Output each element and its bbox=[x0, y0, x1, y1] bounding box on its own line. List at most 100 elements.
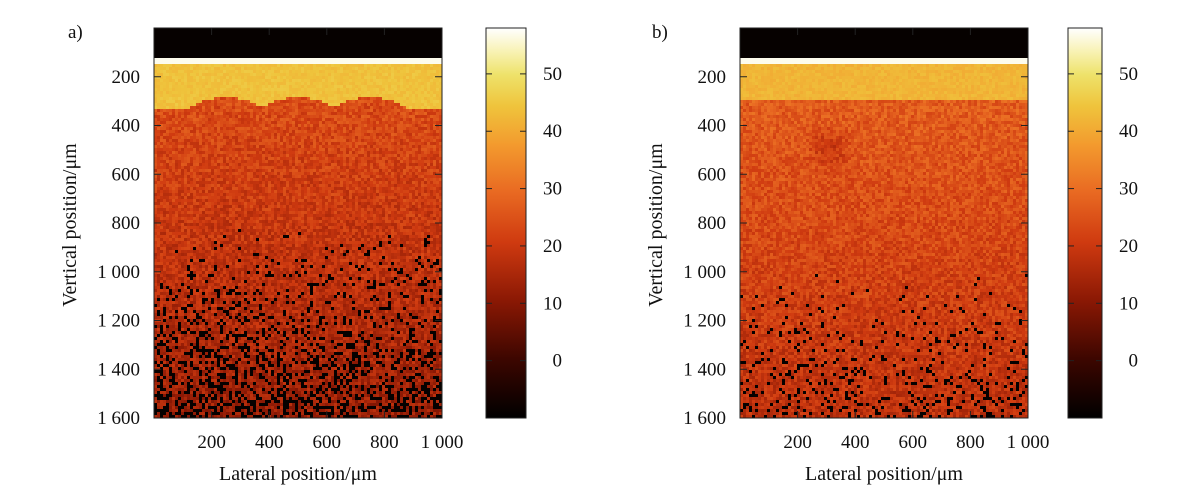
heatmap-cell bbox=[235, 49, 239, 53]
heatmap-cell bbox=[382, 124, 386, 128]
heatmap-cell bbox=[388, 52, 392, 56]
heatmap-cell bbox=[376, 55, 380, 59]
heatmap-cell bbox=[202, 28, 206, 32]
heatmap-cell bbox=[160, 151, 164, 155]
heatmap-cell bbox=[304, 154, 308, 158]
heatmap-cell bbox=[166, 76, 170, 80]
heatmap-cell bbox=[406, 103, 410, 107]
heatmap-cell bbox=[415, 124, 419, 128]
heatmap-cell bbox=[430, 61, 434, 65]
heatmap-cell bbox=[343, 124, 347, 128]
heatmap-cell bbox=[421, 169, 425, 173]
heatmap-cell bbox=[418, 73, 422, 77]
heatmap-cell bbox=[433, 49, 437, 53]
heatmap-cell bbox=[301, 34, 305, 38]
heatmap-cell bbox=[436, 139, 440, 143]
heatmap-cell bbox=[247, 70, 251, 74]
heatmap-cell bbox=[403, 145, 407, 149]
heatmap-cell bbox=[244, 88, 248, 92]
heatmap-cell bbox=[154, 127, 158, 131]
heatmap-cell bbox=[406, 46, 410, 50]
heatmap-cell bbox=[295, 28, 299, 32]
heatmap-cell bbox=[265, 28, 269, 32]
heatmap-cell bbox=[238, 124, 242, 128]
heatmap-cell bbox=[394, 148, 398, 152]
heatmap-cell bbox=[436, 142, 440, 146]
heatmap-cell bbox=[229, 133, 233, 137]
heatmap-cell bbox=[343, 82, 347, 86]
heatmap-cell bbox=[247, 94, 251, 98]
heatmap-cell bbox=[181, 133, 185, 137]
heatmap-cell bbox=[379, 121, 383, 125]
heatmap-cell bbox=[340, 121, 344, 125]
heatmap-cell bbox=[181, 61, 185, 65]
heatmap-cell bbox=[334, 28, 338, 32]
heatmap-cell bbox=[235, 28, 239, 32]
heatmap-cell bbox=[337, 61, 341, 65]
heatmap-cell bbox=[157, 85, 161, 89]
heatmap-cell bbox=[394, 64, 398, 68]
heatmap-cell bbox=[271, 142, 275, 146]
heatmap-cell bbox=[406, 67, 410, 71]
heatmap-cell bbox=[337, 97, 341, 101]
heatmap-cell bbox=[370, 28, 374, 32]
heatmap-cell bbox=[175, 55, 179, 59]
heatmap-cell bbox=[373, 49, 377, 53]
heatmap-cell bbox=[355, 109, 359, 113]
heatmap-cell bbox=[328, 163, 332, 167]
heatmap-cell bbox=[250, 109, 254, 113]
heatmap-cell bbox=[175, 166, 179, 170]
heatmap-cell bbox=[412, 82, 416, 86]
heatmap-cell bbox=[382, 73, 386, 77]
heatmap-cell bbox=[304, 46, 308, 50]
heatmap-cell bbox=[403, 115, 407, 119]
heatmap-cell bbox=[217, 154, 221, 158]
heatmap-cell bbox=[238, 139, 242, 143]
heatmap-cell bbox=[427, 88, 431, 92]
heatmap-cell bbox=[397, 115, 401, 119]
heatmap-cell bbox=[196, 64, 200, 68]
heatmap-cell bbox=[346, 130, 350, 134]
heatmap-cell bbox=[181, 28, 185, 32]
heatmap-cell bbox=[295, 64, 299, 68]
heatmap-cell bbox=[229, 169, 233, 173]
heatmap-cell bbox=[391, 79, 395, 83]
heatmap-cell bbox=[244, 115, 248, 119]
heatmap-cell bbox=[292, 136, 296, 140]
heatmap-cell bbox=[412, 85, 416, 89]
heatmap-cell bbox=[172, 166, 176, 170]
heatmap-cell bbox=[196, 136, 200, 140]
heatmap-cell bbox=[403, 70, 407, 74]
heatmap-cell bbox=[253, 148, 257, 152]
heatmap-cell bbox=[220, 115, 224, 119]
heatmap-cell bbox=[310, 76, 314, 80]
heatmap-cell bbox=[178, 154, 182, 158]
heatmap-cell bbox=[343, 154, 347, 158]
heatmap-cell bbox=[253, 49, 257, 53]
heatmap-cell bbox=[304, 94, 308, 98]
heatmap-cell bbox=[433, 70, 437, 74]
heatmap-cell bbox=[370, 151, 374, 155]
heatmap-cell bbox=[406, 121, 410, 125]
heatmap-cell bbox=[406, 169, 410, 173]
heatmap-cell bbox=[196, 49, 200, 53]
heatmap-cell bbox=[334, 73, 338, 77]
heatmap-cell bbox=[409, 151, 413, 155]
heatmap-cell bbox=[199, 43, 203, 47]
heatmap-cell bbox=[346, 115, 350, 119]
heatmap-cell bbox=[295, 85, 299, 89]
heatmap-cell bbox=[271, 67, 275, 71]
heatmap-cell bbox=[388, 85, 392, 89]
heatmap-cell bbox=[334, 76, 338, 80]
heatmap-cell bbox=[205, 82, 209, 86]
heatmap-cell bbox=[298, 34, 302, 38]
heatmap-cell bbox=[289, 31, 293, 35]
heatmap-cell bbox=[160, 103, 164, 107]
heatmap-cell bbox=[286, 154, 290, 158]
heatmap-cell bbox=[310, 61, 314, 65]
heatmap-cell bbox=[196, 73, 200, 77]
heatmap-cell bbox=[250, 124, 254, 128]
heatmap-cell bbox=[160, 109, 164, 113]
heatmap-cell bbox=[223, 130, 227, 134]
heatmap-cell bbox=[349, 70, 353, 74]
